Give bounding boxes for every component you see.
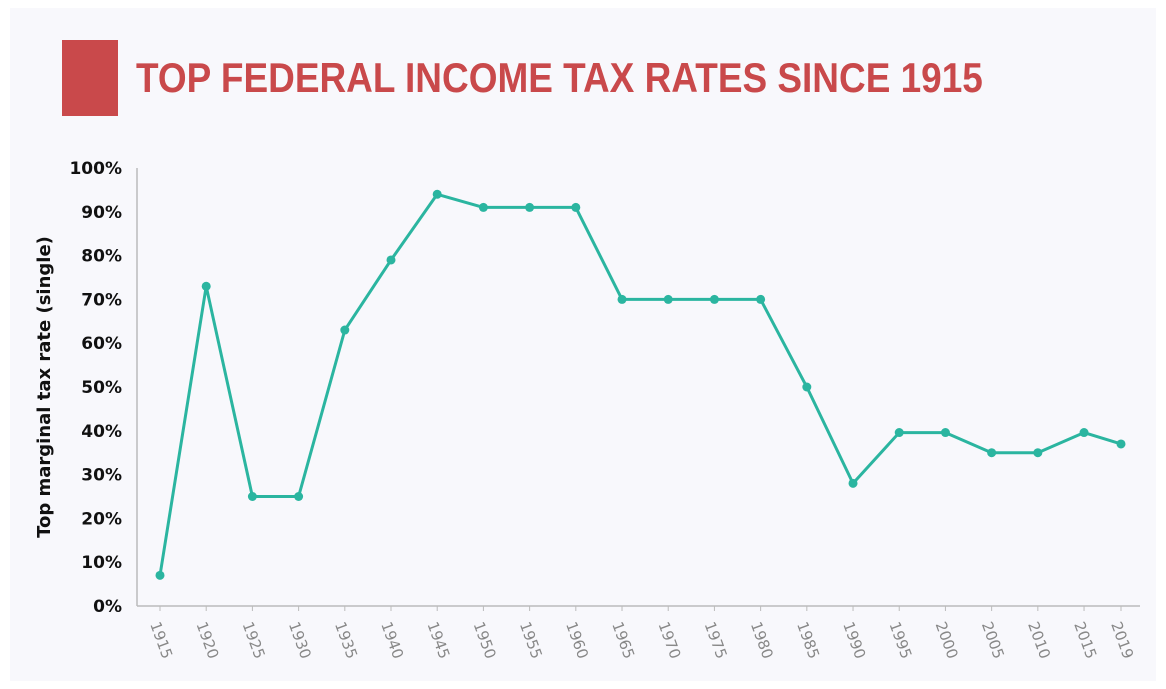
y-tick-label: 30% bbox=[81, 466, 122, 486]
x-tick-label: 1960 bbox=[562, 619, 592, 661]
data-point bbox=[478, 202, 488, 212]
data-point bbox=[756, 294, 766, 304]
data-points bbox=[155, 189, 1126, 580]
data-point bbox=[386, 255, 396, 265]
y-tick-label: 60% bbox=[81, 334, 122, 354]
data-point bbox=[709, 294, 719, 304]
data-point bbox=[848, 478, 858, 488]
x-axis-ticks: 1915 1920 1925 1930 1935 1940 1945 1950 1955 1960… bbox=[146, 606, 1137, 661]
data-point bbox=[617, 294, 627, 304]
data-point bbox=[894, 428, 904, 438]
data-point bbox=[340, 325, 350, 335]
data-point bbox=[802, 382, 812, 392]
axes bbox=[136, 168, 1140, 607]
y-tick-label: 20% bbox=[81, 509, 122, 529]
x-tick-label: 1930 bbox=[285, 619, 315, 661]
x-tick-label: 1970 bbox=[654, 619, 684, 661]
data-point bbox=[525, 202, 535, 212]
x-tick-label: 2015 bbox=[1070, 619, 1100, 661]
y-tick-label: 40% bbox=[81, 422, 122, 442]
data-point bbox=[294, 492, 304, 501]
x-tick-label: 1940 bbox=[377, 619, 407, 661]
data-point bbox=[1079, 428, 1089, 438]
data-point bbox=[940, 428, 950, 438]
x-tick-label: 1980 bbox=[747, 619, 777, 661]
x-tick-label: 1920 bbox=[192, 619, 222, 661]
data-point bbox=[571, 202, 581, 212]
x-tick-label: 1915 bbox=[146, 619, 176, 661]
data-point bbox=[432, 189, 442, 199]
y-axis-label: Top marginal tax rate (single) bbox=[34, 236, 55, 538]
title-accent-block bbox=[62, 40, 118, 116]
y-tick-label: 50% bbox=[81, 378, 122, 398]
data-point bbox=[201, 281, 211, 291]
x-tick-label: 1955 bbox=[516, 619, 546, 661]
x-tick-label: 2010 bbox=[1024, 619, 1054, 661]
y-tick-label: 0% bbox=[93, 597, 122, 617]
x-tick-label: 1990 bbox=[839, 619, 869, 661]
y-tick-label: 70% bbox=[81, 290, 122, 310]
x-tick-label: 1985 bbox=[793, 619, 823, 661]
x-tick-label: 1995 bbox=[885, 619, 915, 661]
x-tick-label: 2005 bbox=[978, 619, 1008, 661]
x-tick-label: 1975 bbox=[701, 619, 731, 661]
data-point bbox=[663, 294, 673, 304]
chart-card bbox=[10, 8, 1156, 681]
data-point bbox=[987, 448, 997, 458]
x-tick-label: 2000 bbox=[932, 619, 962, 661]
data-point bbox=[1116, 439, 1126, 449]
y-tick-label: 100% bbox=[69, 159, 122, 179]
x-tick-label: 2019 bbox=[1107, 619, 1137, 661]
data-point bbox=[1033, 448, 1043, 458]
data-point bbox=[155, 570, 165, 580]
y-axis-ticks: 0% 10% 20% 30% 40% 50% 60% 70% 80% 90% 100% bbox=[69, 159, 122, 617]
x-tick-label: 1925 bbox=[239, 619, 269, 661]
x-tick-label: 1935 bbox=[331, 619, 361, 661]
x-tick-label: 1965 bbox=[608, 619, 638, 661]
data-point bbox=[247, 492, 257, 501]
y-tick-label: 90% bbox=[81, 203, 122, 223]
x-tick-label: 1950 bbox=[470, 619, 500, 661]
y-tick-label: 10% bbox=[81, 553, 122, 573]
x-tick-label: 1945 bbox=[423, 619, 453, 661]
chart-title: TOP FEDERAL INCOME TAX RATES SINCE 1915 bbox=[136, 54, 983, 101]
y-tick-label: 80% bbox=[81, 247, 122, 267]
series-line bbox=[158, 192, 1122, 576]
